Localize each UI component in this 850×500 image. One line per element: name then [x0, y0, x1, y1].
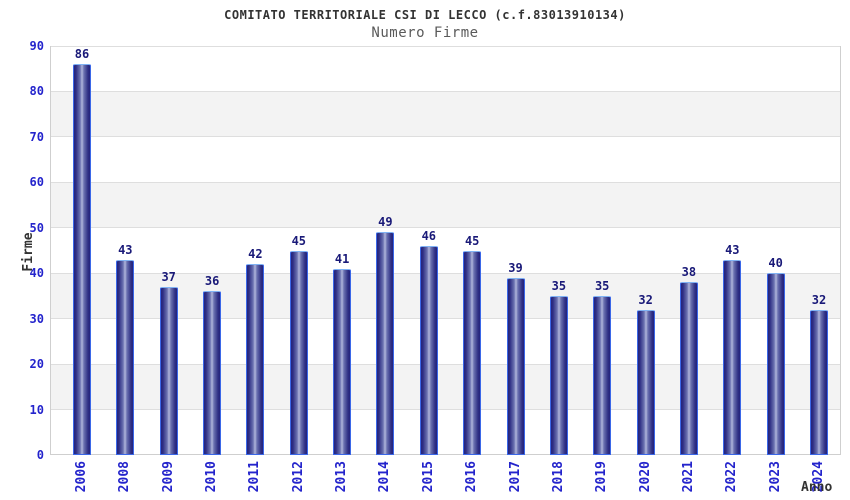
gridline: [51, 409, 840, 411]
y-axis-tick-label: 10: [29, 402, 44, 417]
gridline: [51, 318, 840, 320]
x-axis-tick-label: 2023: [767, 461, 783, 493]
bar: [506, 277, 525, 455]
x-axis-tick-label: 2014: [377, 461, 393, 493]
bar-value-label: 40: [768, 256, 783, 271]
x-axis-tick-label: 2015: [420, 461, 436, 493]
bar: [73, 64, 91, 455]
bar-value-label: 32: [811, 292, 827, 307]
grid-band: [51, 182, 840, 228]
y-axis-tick-label: 20: [29, 357, 44, 372]
bar-value-label: 43: [118, 242, 133, 257]
bar: [246, 264, 265, 455]
bar: [463, 250, 482, 455]
x-axis-tick-label: 2008: [117, 461, 133, 493]
bar-value-label: 46: [421, 229, 437, 243]
x-axis-tick-label: 2017: [507, 461, 523, 493]
x-axis-tick-label: 2010: [204, 461, 220, 493]
bar-value-label: 35: [594, 278, 610, 293]
bar-value-label: 43: [725, 242, 740, 257]
grid-band: [51, 273, 840, 319]
bar-value-label: 49: [378, 215, 393, 230]
x-axis-tick-label: 2019: [594, 461, 610, 493]
bar-value-label: 41: [334, 251, 350, 266]
y-axis-tick-label: 0: [36, 448, 44, 462]
y-axis-tick-label: 30: [29, 311, 44, 326]
bar: [419, 246, 438, 455]
chart-title: COMITATO TERRITORIALE CSI DI LECCO (c.f.…: [224, 8, 626, 22]
x-axis-tick-label: 2018: [550, 461, 566, 493]
bar: [376, 232, 395, 455]
bar-value-label: 37: [161, 269, 176, 284]
bar: [723, 259, 742, 455]
gridline: [51, 181, 840, 183]
bar-value-label: 42: [248, 247, 263, 262]
bar: [636, 309, 655, 455]
bar-value-label: 32: [638, 292, 653, 307]
bar: [333, 268, 352, 455]
y-axis-tick-label: 40: [29, 266, 44, 281]
bar-value-label: 36: [204, 274, 220, 289]
bar: [203, 291, 222, 455]
gridline: [51, 90, 840, 92]
x-axis-tick-label: 2006: [74, 461, 89, 493]
x-axis-tick-label: 2011: [247, 461, 263, 493]
bar: [810, 309, 828, 455]
gridline: [51, 227, 840, 229]
bar: [766, 273, 785, 455]
bar-value-label: 45: [291, 233, 307, 248]
x-axis-tick-label: 2009: [160, 461, 176, 493]
x-axis-tick-label: 2020: [637, 461, 653, 493]
grid-band: [51, 364, 840, 410]
gridline: [51, 272, 840, 274]
bar: [159, 286, 178, 455]
bar-value-label: 86: [74, 47, 90, 62]
bar: [289, 250, 308, 455]
x-axis-tick-label: 2022: [724, 461, 740, 493]
x-axis-title: Anno: [801, 480, 833, 495]
y-axis-tick-label: 50: [29, 220, 44, 235]
y-axis-tick-label: 80: [29, 84, 44, 99]
x-axis-tick-label: 2016: [464, 461, 480, 493]
bar: [593, 295, 612, 455]
y-axis-tick-label: 90: [29, 39, 44, 53]
bar-value-label: 39: [508, 260, 523, 275]
y-axis-tick-label: 70: [29, 129, 44, 144]
gridline: [51, 363, 840, 365]
bar: [116, 259, 135, 455]
bar-value-label: 35: [551, 278, 567, 293]
x-axis-tick-label: 2021: [680, 461, 696, 493]
chart-subtitle: Numero Firme: [371, 25, 479, 41]
bar-value-label: 45: [464, 233, 480, 248]
gridline: [51, 45, 840, 47]
y-axis-title: Firme: [21, 232, 36, 272]
bar-value-label: 38: [681, 265, 697, 280]
y-axis-tick-label: 60: [29, 175, 44, 190]
grid-band: [51, 91, 840, 137]
bar: [679, 282, 698, 455]
x-axis-tick-label: 2013: [334, 461, 350, 493]
bar: [549, 295, 568, 455]
gridline: [51, 136, 840, 138]
x-axis-tick-label: 2012: [290, 461, 306, 493]
